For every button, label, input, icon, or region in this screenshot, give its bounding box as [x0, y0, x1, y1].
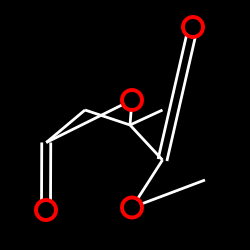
Circle shape — [124, 92, 140, 108]
Circle shape — [38, 202, 54, 218]
Circle shape — [185, 19, 201, 35]
Circle shape — [124, 200, 140, 215]
